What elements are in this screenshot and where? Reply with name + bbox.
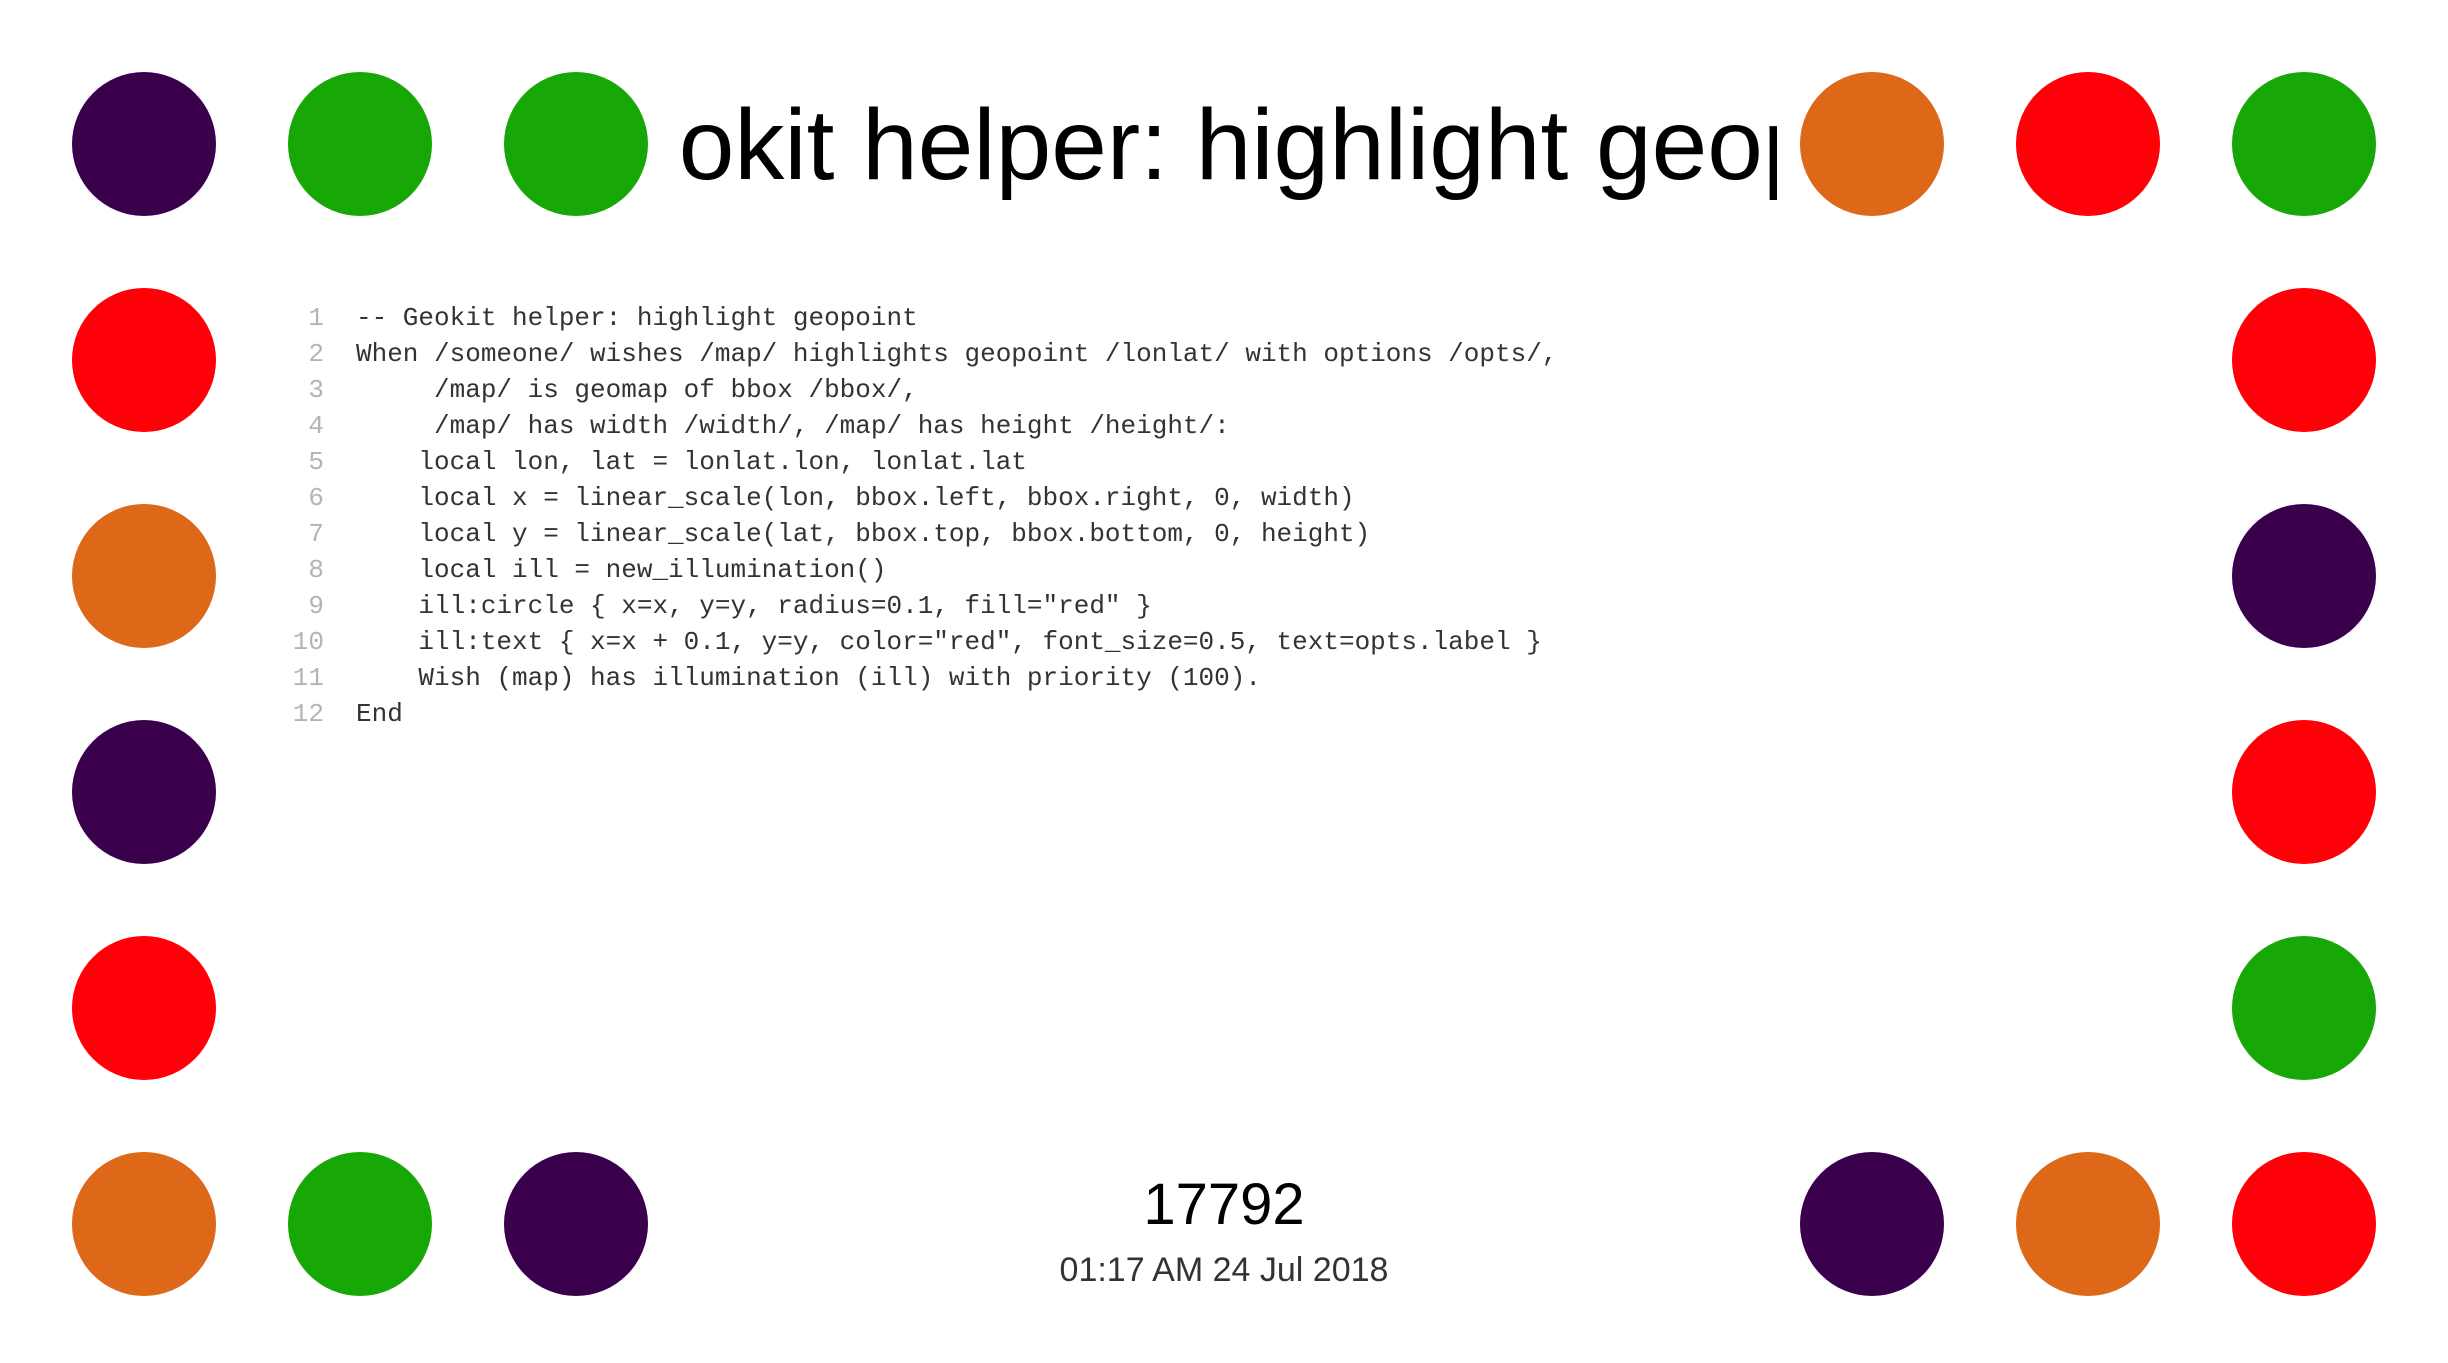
code-text: local ill = new_illumination()	[356, 555, 887, 585]
code-text: ill:circle { x=x, y=y, radius=0.1, fill=…	[356, 591, 1152, 621]
dot-top-3	[504, 72, 648, 216]
code-text: Wish (map) has illumination (ill) with p…	[356, 663, 1261, 693]
dot-right-3	[2232, 720, 2376, 864]
line-number: 4	[308, 411, 324, 441]
page-title: -- Geokit helper: highlight geopoint	[681, 89, 1777, 201]
dot-bottom-1	[72, 1152, 216, 1296]
page-timestamp: 01:17 AM 24 Jul 2018	[1059, 1251, 1389, 1289]
code-text: local lon, lat = lonlat.lon, lonlat.lat	[356, 447, 1027, 477]
dot-left-2	[72, 504, 216, 648]
dot-top-2	[288, 72, 432, 216]
code-text: local y = linear_scale(lat, bbox.top, bb…	[356, 519, 1371, 549]
dot-bottom-2	[288, 1152, 432, 1296]
code-text: When /someone/ wishes /map/ highlights g…	[356, 339, 1558, 369]
code-line: 5 local lon, lat = lonlat.lon, lonlat.la…	[280, 444, 1557, 480]
dot-top-4	[1800, 72, 1944, 216]
code-text: -- Geokit helper: highlight geopoint	[356, 303, 918, 333]
dot-top-5	[2016, 72, 2160, 216]
code-line: 12 End	[280, 696, 1557, 732]
code-line: 1 -- Geokit helper: highlight geopoint	[280, 300, 1557, 336]
code-line: 3 /map/ is geomap of bbox /bbox/,	[280, 372, 1557, 408]
code-line: 9 ill:circle { x=x, y=y, radius=0.1, fil…	[280, 588, 1557, 624]
dot-top-6	[2232, 72, 2376, 216]
dot-right-1	[2232, 288, 2376, 432]
dot-bottom-4	[1800, 1152, 1944, 1296]
code-line: 11 Wish (map) has illumination (ill) wit…	[280, 660, 1557, 696]
line-number: 5	[308, 447, 324, 477]
dot-left-4	[72, 936, 216, 1080]
code-line: 2 When /someone/ wishes /map/ highlights …	[280, 336, 1557, 372]
dot-top-1	[72, 72, 216, 216]
line-number: 10	[292, 627, 324, 657]
line-number: 6	[308, 483, 324, 513]
line-number: 1	[308, 303, 324, 333]
line-number: 3	[308, 375, 324, 405]
code-line: 7 local y = linear_scale(lat, bbox.top, …	[280, 516, 1557, 552]
code-line: 10 ill:text { x=x + 0.1, y=y, color="red…	[280, 624, 1557, 660]
line-number: 12	[292, 699, 324, 729]
dot-left-3	[72, 720, 216, 864]
code-text: /map/ has width /width/, /map/ has heigh…	[356, 411, 1230, 441]
code-text: End	[356, 699, 403, 729]
page-title-clip: -- Geokit helper: highlight geopoint	[681, 70, 1777, 220]
dot-bottom-5	[2016, 1152, 2160, 1296]
code-text: /map/ is geomap of bbox /bbox/,	[356, 375, 918, 405]
code-text: ill:text { x=x + 0.1, y=y, color="red", …	[356, 627, 1542, 657]
dot-right-2	[2232, 504, 2376, 648]
code-listing: 1 -- Geokit helper: highlight geopoint 2 Wh…	[280, 300, 1558, 732]
dot-bottom-3	[504, 1152, 648, 1296]
line-number: 7	[308, 519, 324, 549]
page-counter: 17792	[1143, 1172, 1305, 1237]
code-line: 4 /map/ has width /width/, /map/ has hei…	[280, 408, 1557, 444]
code-text: local x = linear_scale(lon, bbox.left, b…	[356, 483, 1355, 513]
dot-bottom-6	[2232, 1152, 2376, 1296]
line-number: 9	[308, 591, 324, 621]
line-number: 2	[308, 339, 324, 369]
line-number: 8	[308, 555, 324, 585]
code-line: 6 local x = linear_scale(lon, bbox.left,…	[280, 480, 1557, 516]
code-line: 8 local ill = new_illumination()	[280, 552, 1557, 588]
dot-left-1	[72, 288, 216, 432]
line-number: 11	[292, 663, 324, 693]
dot-right-4	[2232, 936, 2376, 1080]
